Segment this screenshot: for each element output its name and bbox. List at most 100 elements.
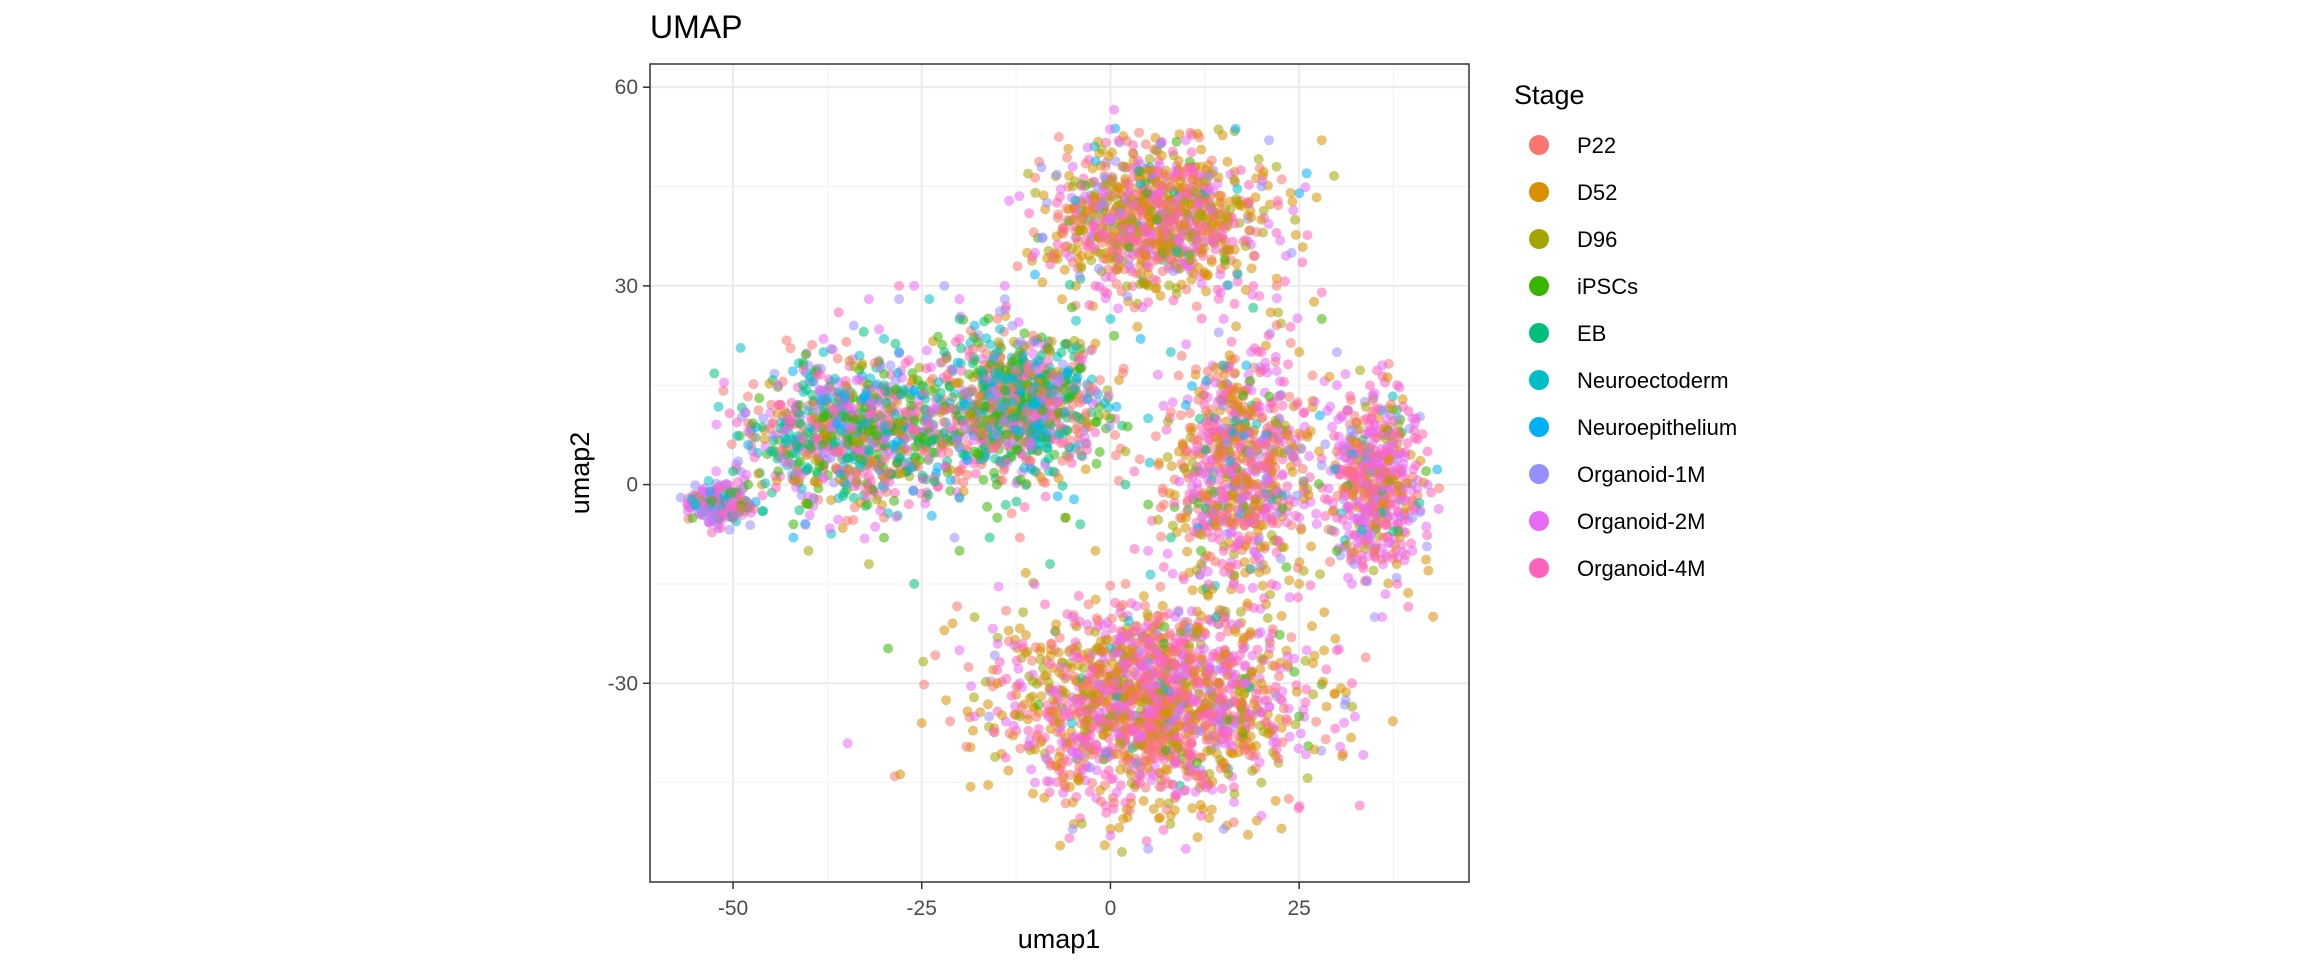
point-ipscs: [916, 380, 927, 391]
point-d52: [1294, 347, 1305, 358]
point-eb: [939, 347, 950, 358]
point-organoid-2m: [1067, 612, 1078, 623]
point-organoid-1m: [1407, 512, 1418, 523]
y-axis-title: umap2: [565, 432, 595, 515]
point-eb: [984, 532, 995, 543]
point-d52: [1294, 578, 1305, 589]
chart-title: UMAP: [650, 9, 742, 45]
point-eb: [1165, 532, 1176, 543]
point-p22: [1331, 446, 1342, 457]
point-organoid-4m: [1090, 280, 1101, 291]
point-organoid-4m: [1120, 797, 1131, 808]
point-neuroepithelium: [705, 486, 716, 497]
point-p22: [1082, 678, 1093, 689]
point-organoid-4m: [1347, 678, 1357, 689]
point-ipscs: [1331, 545, 1342, 556]
point-p22: [1369, 545, 1380, 556]
point-d52: [1045, 347, 1056, 358]
point-organoid-2m: [1180, 135, 1191, 146]
legend-key-ipscs: [1529, 276, 1549, 296]
legend-key-neuroectoderm: [1529, 370, 1549, 390]
point-organoid-4m: [1196, 711, 1206, 722]
point-d52: [1165, 810, 1176, 821]
point-neuroectoderm: [992, 347, 1003, 358]
legend-key-d52: [1529, 182, 1549, 202]
point-organoid-1m: [1256, 181, 1267, 192]
point-organoid-2m: [1105, 830, 1116, 841]
point-ipscs: [992, 512, 1003, 523]
y-tick-label: 0: [626, 474, 638, 497]
point-neuroectoderm: [1143, 413, 1154, 424]
point-d96: [1014, 711, 1025, 722]
y-tick-label: -30: [608, 672, 638, 695]
point-neuroectoderm: [1218, 360, 1229, 371]
point-p22: [1196, 777, 1206, 788]
point-neuroectoderm: [841, 479, 852, 490]
point-eb: [848, 492, 859, 503]
point-d96: [1143, 280, 1154, 291]
point-organoid-1m: [1143, 843, 1154, 854]
point-organoid-2m: [712, 519, 723, 530]
point-ipscs: [1316, 314, 1327, 324]
point-organoid-2m: [954, 645, 965, 656]
point-organoid-4m: [1271, 744, 1282, 755]
point-d52: [1218, 380, 1229, 391]
point-eb: [803, 439, 814, 450]
point-p22: [954, 466, 965, 477]
point-ipscs: [1060, 512, 1071, 523]
legend-label: EB: [1577, 321, 1606, 346]
point-organoid-2m: [743, 426, 754, 437]
x-axis-title: umap1: [1018, 924, 1101, 954]
point-organoid-1m: [803, 360, 814, 371]
point-organoid-1m: [697, 506, 708, 517]
point-organoid-2m: [1180, 843, 1191, 854]
point-organoid-4m: [1316, 287, 1327, 298]
point-organoid-4m: [1045, 744, 1056, 755]
point-p22: [1241, 711, 1252, 722]
x-tick-label: 0: [1105, 897, 1117, 920]
point-ipscs: [1105, 413, 1116, 424]
point-ipscs: [879, 532, 889, 543]
point-organoid-1m: [1331, 347, 1342, 358]
point-d52: [1218, 757, 1229, 768]
point-neuroepithelium: [1241, 360, 1252, 371]
point-organoid-4m: [1362, 413, 1373, 424]
legend-key-eb: [1529, 323, 1549, 343]
point-neuroepithelium: [1135, 333, 1146, 344]
point-d96: [1196, 559, 1206, 570]
legend-label: D52: [1577, 180, 1617, 205]
point-d52: [916, 718, 927, 728]
point-organoid-4m: [1256, 347, 1267, 358]
point-organoid-1m: [1264, 135, 1274, 146]
legend-title: Stage: [1514, 80, 1585, 110]
point-organoid-2m: [1377, 612, 1388, 623]
point-organoid-4m: [1392, 380, 1403, 391]
legend-label: Neuroectoderm: [1577, 368, 1729, 393]
point-neuroepithelium: [833, 386, 844, 397]
point-p22: [833, 446, 844, 457]
point-organoid-4m: [1143, 645, 1154, 656]
legend-key-neuroepithelium: [1529, 417, 1549, 437]
point-organoid-2m: [1377, 360, 1388, 371]
point-d96: [863, 559, 874, 570]
legend-label: P22: [1577, 133, 1616, 158]
point-organoid-1m: [1067, 824, 1078, 834]
point-d52: [1128, 148, 1139, 159]
point-ipscs: [1143, 499, 1154, 510]
point-d52: [992, 678, 1003, 689]
legend: Stage P22 D52 D96 iPSCs EB Neuroectoderm Neuro…: [1514, 80, 1737, 581]
point-organoid-4m: [1196, 810, 1206, 821]
point-d52: [1180, 512, 1191, 523]
y-tick-label: 30: [615, 275, 638, 298]
point-organoid-4m: [1331, 645, 1342, 656]
point-organoid-4m: [1060, 711, 1071, 722]
point-organoid-2m: [1407, 413, 1418, 424]
point-organoid-1m: [848, 320, 859, 331]
point-organoid-1m: [1392, 413, 1403, 424]
point-eb: [1030, 466, 1040, 477]
legend-key-p22: [1529, 135, 1549, 155]
point-ipscs: [1294, 711, 1305, 722]
point-organoid-4m: [728, 512, 738, 523]
point-p22: [1143, 744, 1154, 755]
point-eb: [758, 506, 769, 517]
